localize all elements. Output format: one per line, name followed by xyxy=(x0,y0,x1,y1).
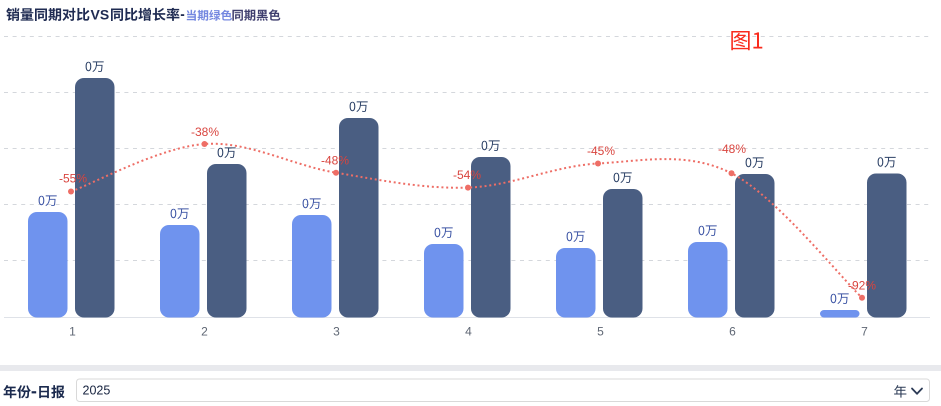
svg-text:5: 5 xyxy=(597,325,604,339)
svg-text:-45%: -45% xyxy=(587,144,615,158)
svg-text:2: 2 xyxy=(201,325,208,339)
svg-text:7: 7 xyxy=(861,325,868,339)
svg-text:3: 3 xyxy=(333,325,340,339)
svg-text:-54%: -54% xyxy=(453,168,481,182)
svg-text:-92%: -92% xyxy=(848,279,876,293)
svg-text:4: 4 xyxy=(465,325,472,339)
svg-text:1: 1 xyxy=(69,325,76,339)
svg-text:-48%: -48% xyxy=(321,154,349,168)
svg-text:-48%: -48% xyxy=(718,142,746,156)
svg-text:2025: 2025 xyxy=(83,384,111,398)
svg-text:VS: VS xyxy=(91,7,110,23)
svg-text:-55%: -55% xyxy=(59,172,87,186)
svg-text:6: 6 xyxy=(729,325,736,339)
svg-text:-38%: -38% xyxy=(191,125,219,139)
